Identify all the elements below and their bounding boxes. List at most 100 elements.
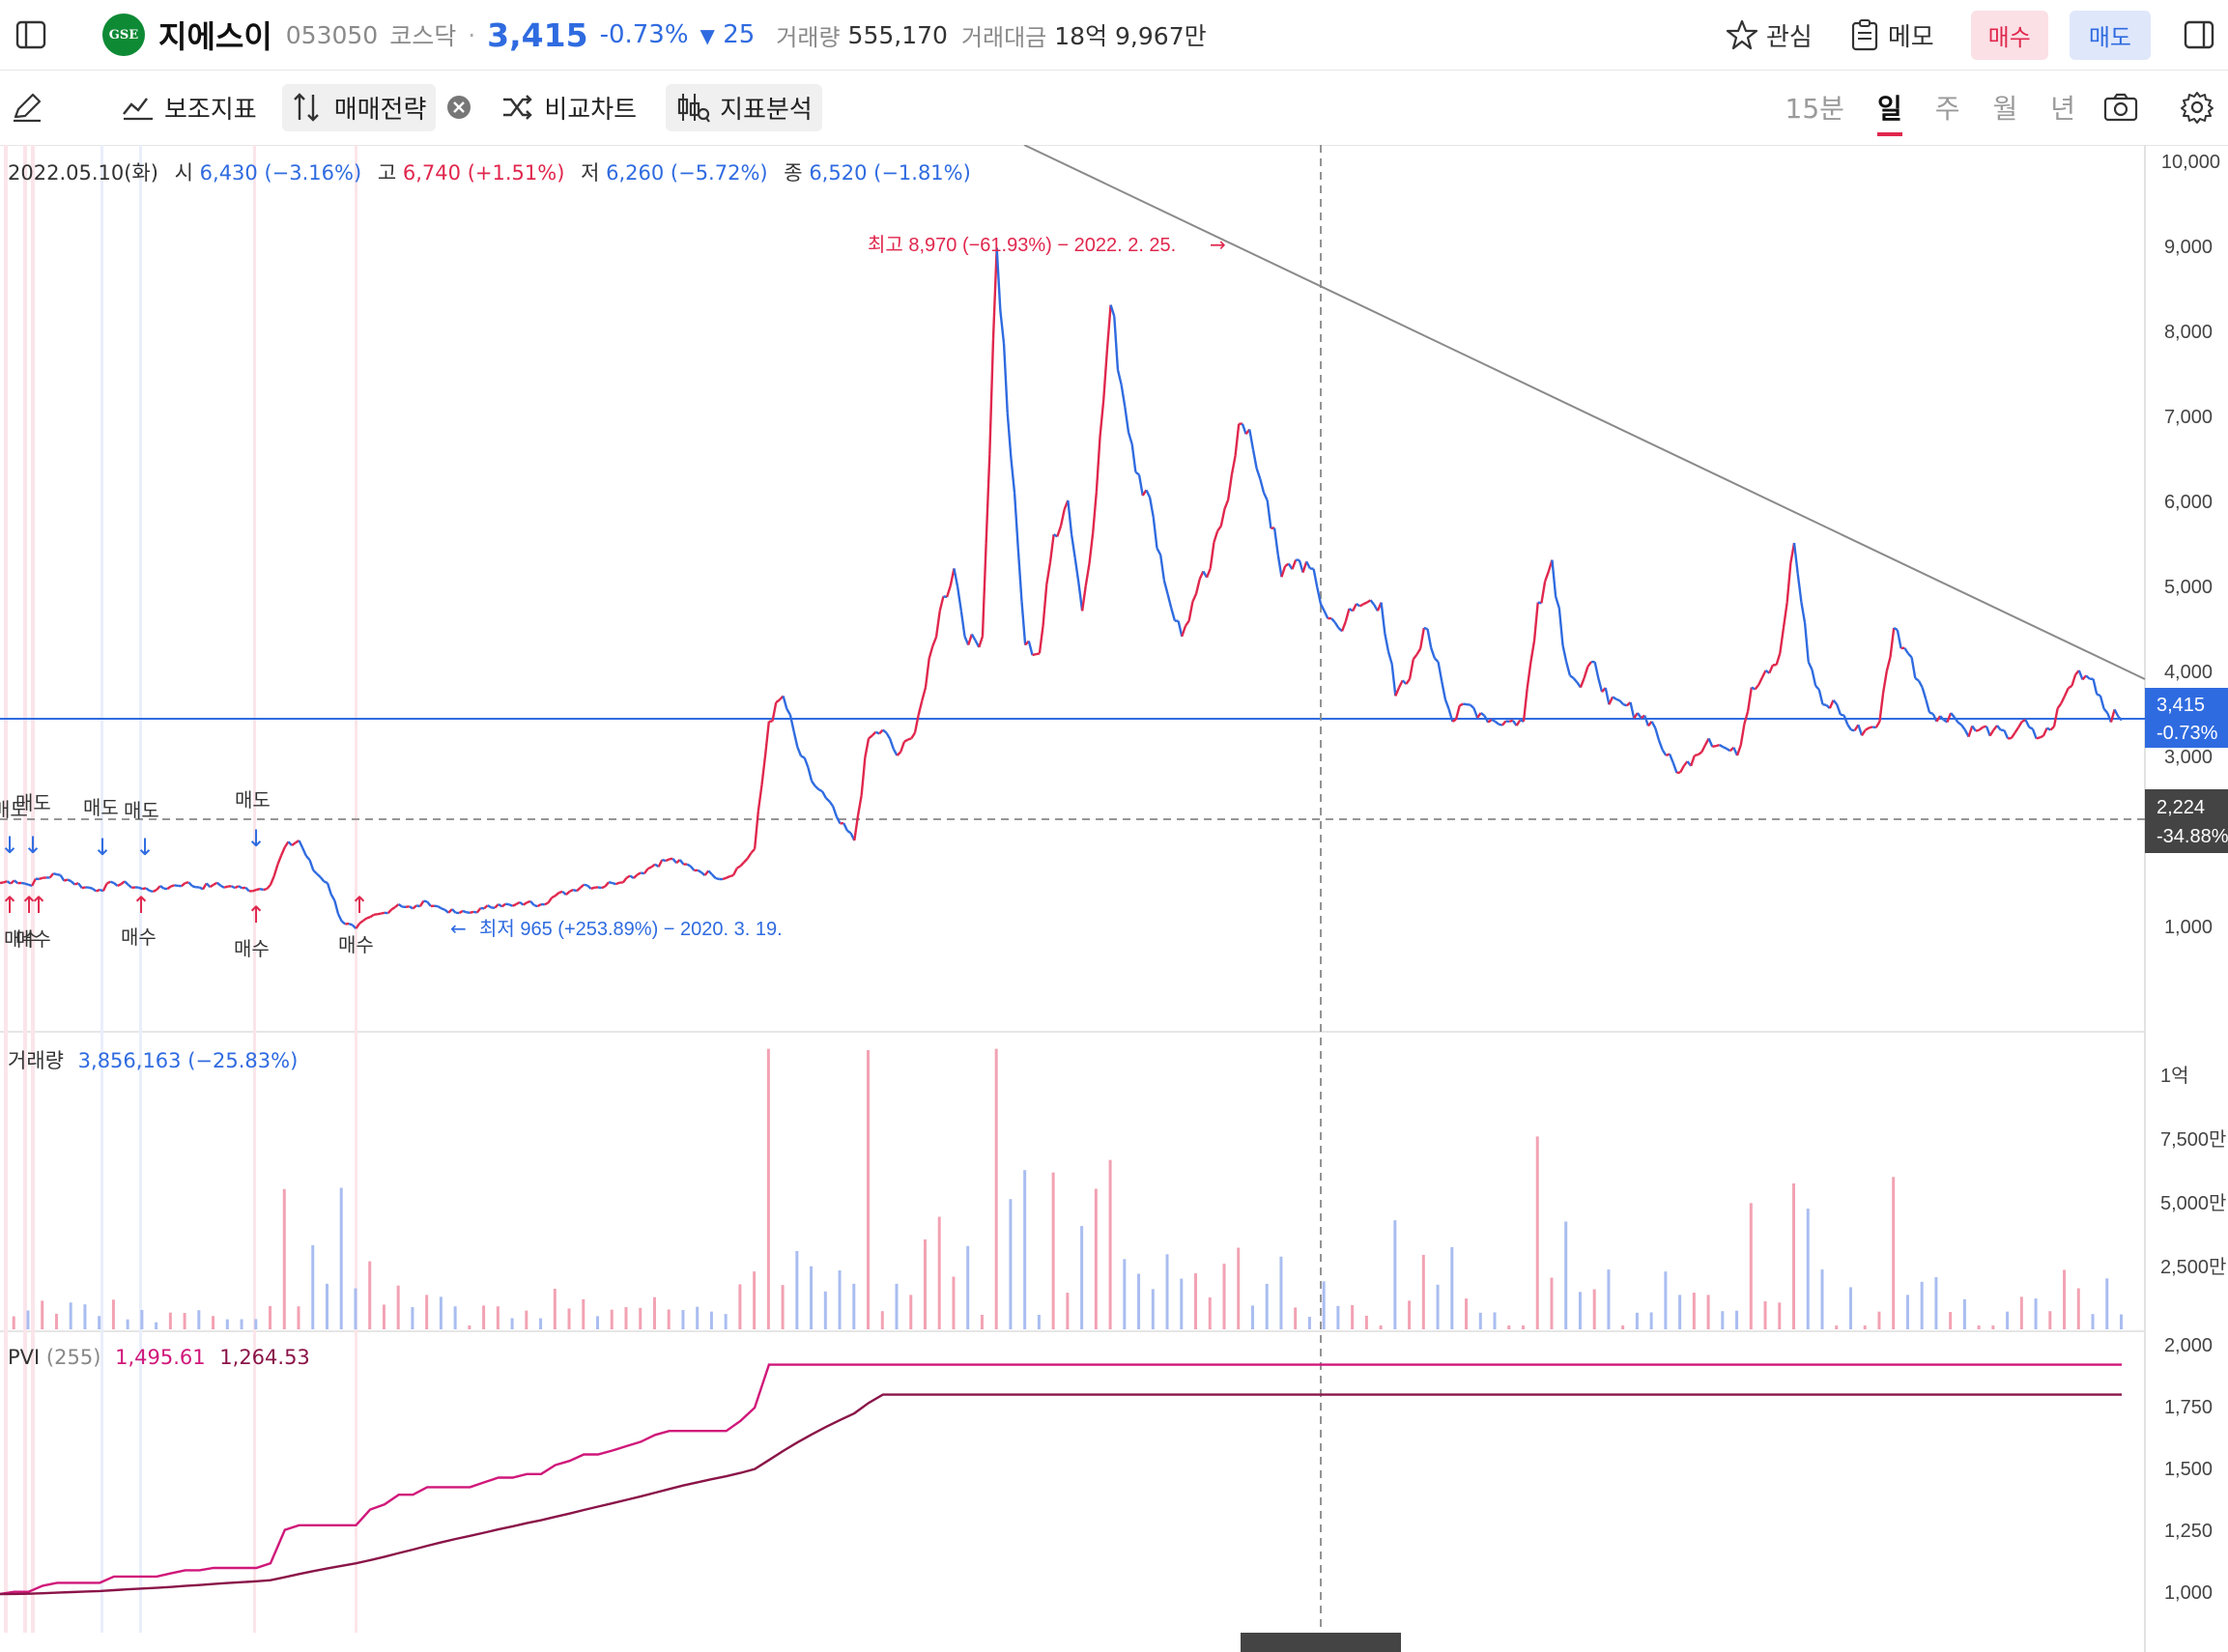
volume-bar	[1678, 1295, 1682, 1329]
volume-bar	[2076, 1288, 2080, 1329]
sell-arrow-icon: ↓	[23, 832, 43, 859]
price-segment	[864, 738, 871, 758]
left-panel-toggle-button[interactable]	[14, 17, 48, 52]
settings-button[interactable]	[2180, 90, 2214, 125]
price-segment	[298, 840, 304, 849]
price-segment	[1084, 563, 1091, 586]
price-segment	[551, 895, 557, 899]
volume-bar	[155, 1322, 158, 1329]
buy-label: 매수	[338, 934, 374, 956]
price-segment	[1803, 622, 1810, 663]
strategy-remove-button[interactable]	[445, 94, 472, 121]
price-segment	[230, 885, 236, 890]
draw-button[interactable]	[10, 90, 44, 125]
price-segment	[1397, 679, 1404, 689]
compare-label: 비교차트	[544, 95, 638, 125]
price-segment	[1113, 316, 1120, 370]
price-segment	[99, 888, 104, 893]
open-label: 시	[174, 161, 193, 185]
price-segment	[475, 907, 482, 914]
compare-button[interactable]: 비교차트	[492, 84, 646, 131]
price-segment	[2024, 719, 2031, 728]
volume-bar	[1578, 1292, 1582, 1329]
price-segment	[2071, 673, 2077, 687]
volume-bar	[482, 1305, 486, 1329]
price-segment	[999, 310, 1006, 344]
volume-panel-label: 거래량	[8, 1049, 64, 1072]
price-segment	[643, 868, 649, 874]
price-segment	[1412, 653, 1418, 661]
volume-bar	[1250, 1305, 1254, 1329]
buy-button[interactable]: 매수	[1970, 10, 2048, 60]
price-segment	[138, 886, 143, 891]
price-segment	[1869, 726, 1873, 729]
stock-logo-text: GSE	[108, 27, 139, 43]
price-segment	[470, 910, 474, 914]
volume-bar	[1949, 1312, 1953, 1329]
price-segment	[418, 899, 425, 907]
volume-bar	[1664, 1271, 1668, 1329]
volume-bar	[1421, 1254, 1425, 1329]
price-segment	[6, 880, 12, 885]
price-segment	[1032, 652, 1037, 657]
volume-bar	[1023, 1170, 1027, 1329]
volume-bar	[311, 1244, 315, 1329]
price-segment	[1312, 568, 1319, 588]
price-segment	[1739, 724, 1746, 746]
price-segment	[333, 899, 340, 915]
volume-bar	[1037, 1314, 1041, 1329]
sell-button[interactable]: 매도	[2069, 10, 2151, 60]
volume-bar	[1877, 1311, 1881, 1329]
price-segment	[959, 611, 966, 637]
signal-band	[355, 145, 357, 1633]
price-segment	[1565, 661, 1572, 676]
screenshot-button[interactable]	[2102, 92, 2139, 123]
analysis-button[interactable]: 지표분석	[666, 83, 822, 131]
analysis-label: 지표분석	[720, 95, 813, 125]
period-day[interactable]: 일	[1876, 88, 1902, 136]
strategy-button[interactable]: 매매전략	[281, 83, 437, 131]
price-segment	[900, 741, 906, 753]
price-segment	[1187, 601, 1194, 621]
price-segment	[832, 806, 839, 817]
close-value: 6,520	[809, 161, 868, 185]
indicator-button[interactable]: 보조지표	[112, 84, 267, 131]
price-segment	[329, 894, 336, 901]
low-value: 6,260	[606, 161, 665, 185]
price-segment	[1532, 602, 1539, 641]
price-segment	[1219, 508, 1226, 527]
volume-bar	[1208, 1296, 1212, 1329]
price-segment	[170, 884, 175, 888]
price-segment	[978, 636, 985, 648]
price-segment	[1551, 559, 1557, 597]
price-segment	[1811, 669, 1817, 687]
period-month[interactable]: 월	[1992, 93, 2018, 125]
price-segment	[1608, 696, 1614, 705]
price-segment	[1857, 724, 1864, 736]
price-segment	[316, 872, 322, 878]
volume-bar	[582, 1298, 586, 1329]
period-week[interactable]: 주	[1934, 93, 1960, 125]
price-segment	[1893, 626, 1899, 632]
volume-bar	[909, 1295, 913, 1329]
price-segment	[913, 714, 920, 733]
close-pct: (−1.81%)	[873, 161, 971, 185]
watch-button[interactable]: 관심	[1726, 17, 1813, 53]
price-segment	[73, 882, 79, 886]
price-segment	[1105, 304, 1112, 351]
right-panel-toggle-button[interactable]	[2182, 17, 2216, 52]
price-segment	[614, 881, 620, 886]
price-segment	[462, 909, 468, 914]
price-chart[interactable]: 10,000 9,000 8,000 7,000 6,000 5,000 4,0…	[0, 145, 2228, 1652]
period-year[interactable]: 년	[2050, 93, 2075, 125]
price-segment	[579, 883, 586, 889]
price-segment	[1459, 702, 1464, 707]
period-15min[interactable]: 15분	[1785, 93, 1844, 125]
price-segment	[213, 881, 218, 886]
memo-button[interactable]: 메모	[1849, 17, 1934, 53]
price-segment	[291, 841, 297, 847]
high-arrow-icon: →	[1210, 233, 1226, 256]
trend-line	[1023, 145, 2146, 680]
price-segment	[686, 863, 692, 868]
price-segment	[1426, 628, 1433, 648]
